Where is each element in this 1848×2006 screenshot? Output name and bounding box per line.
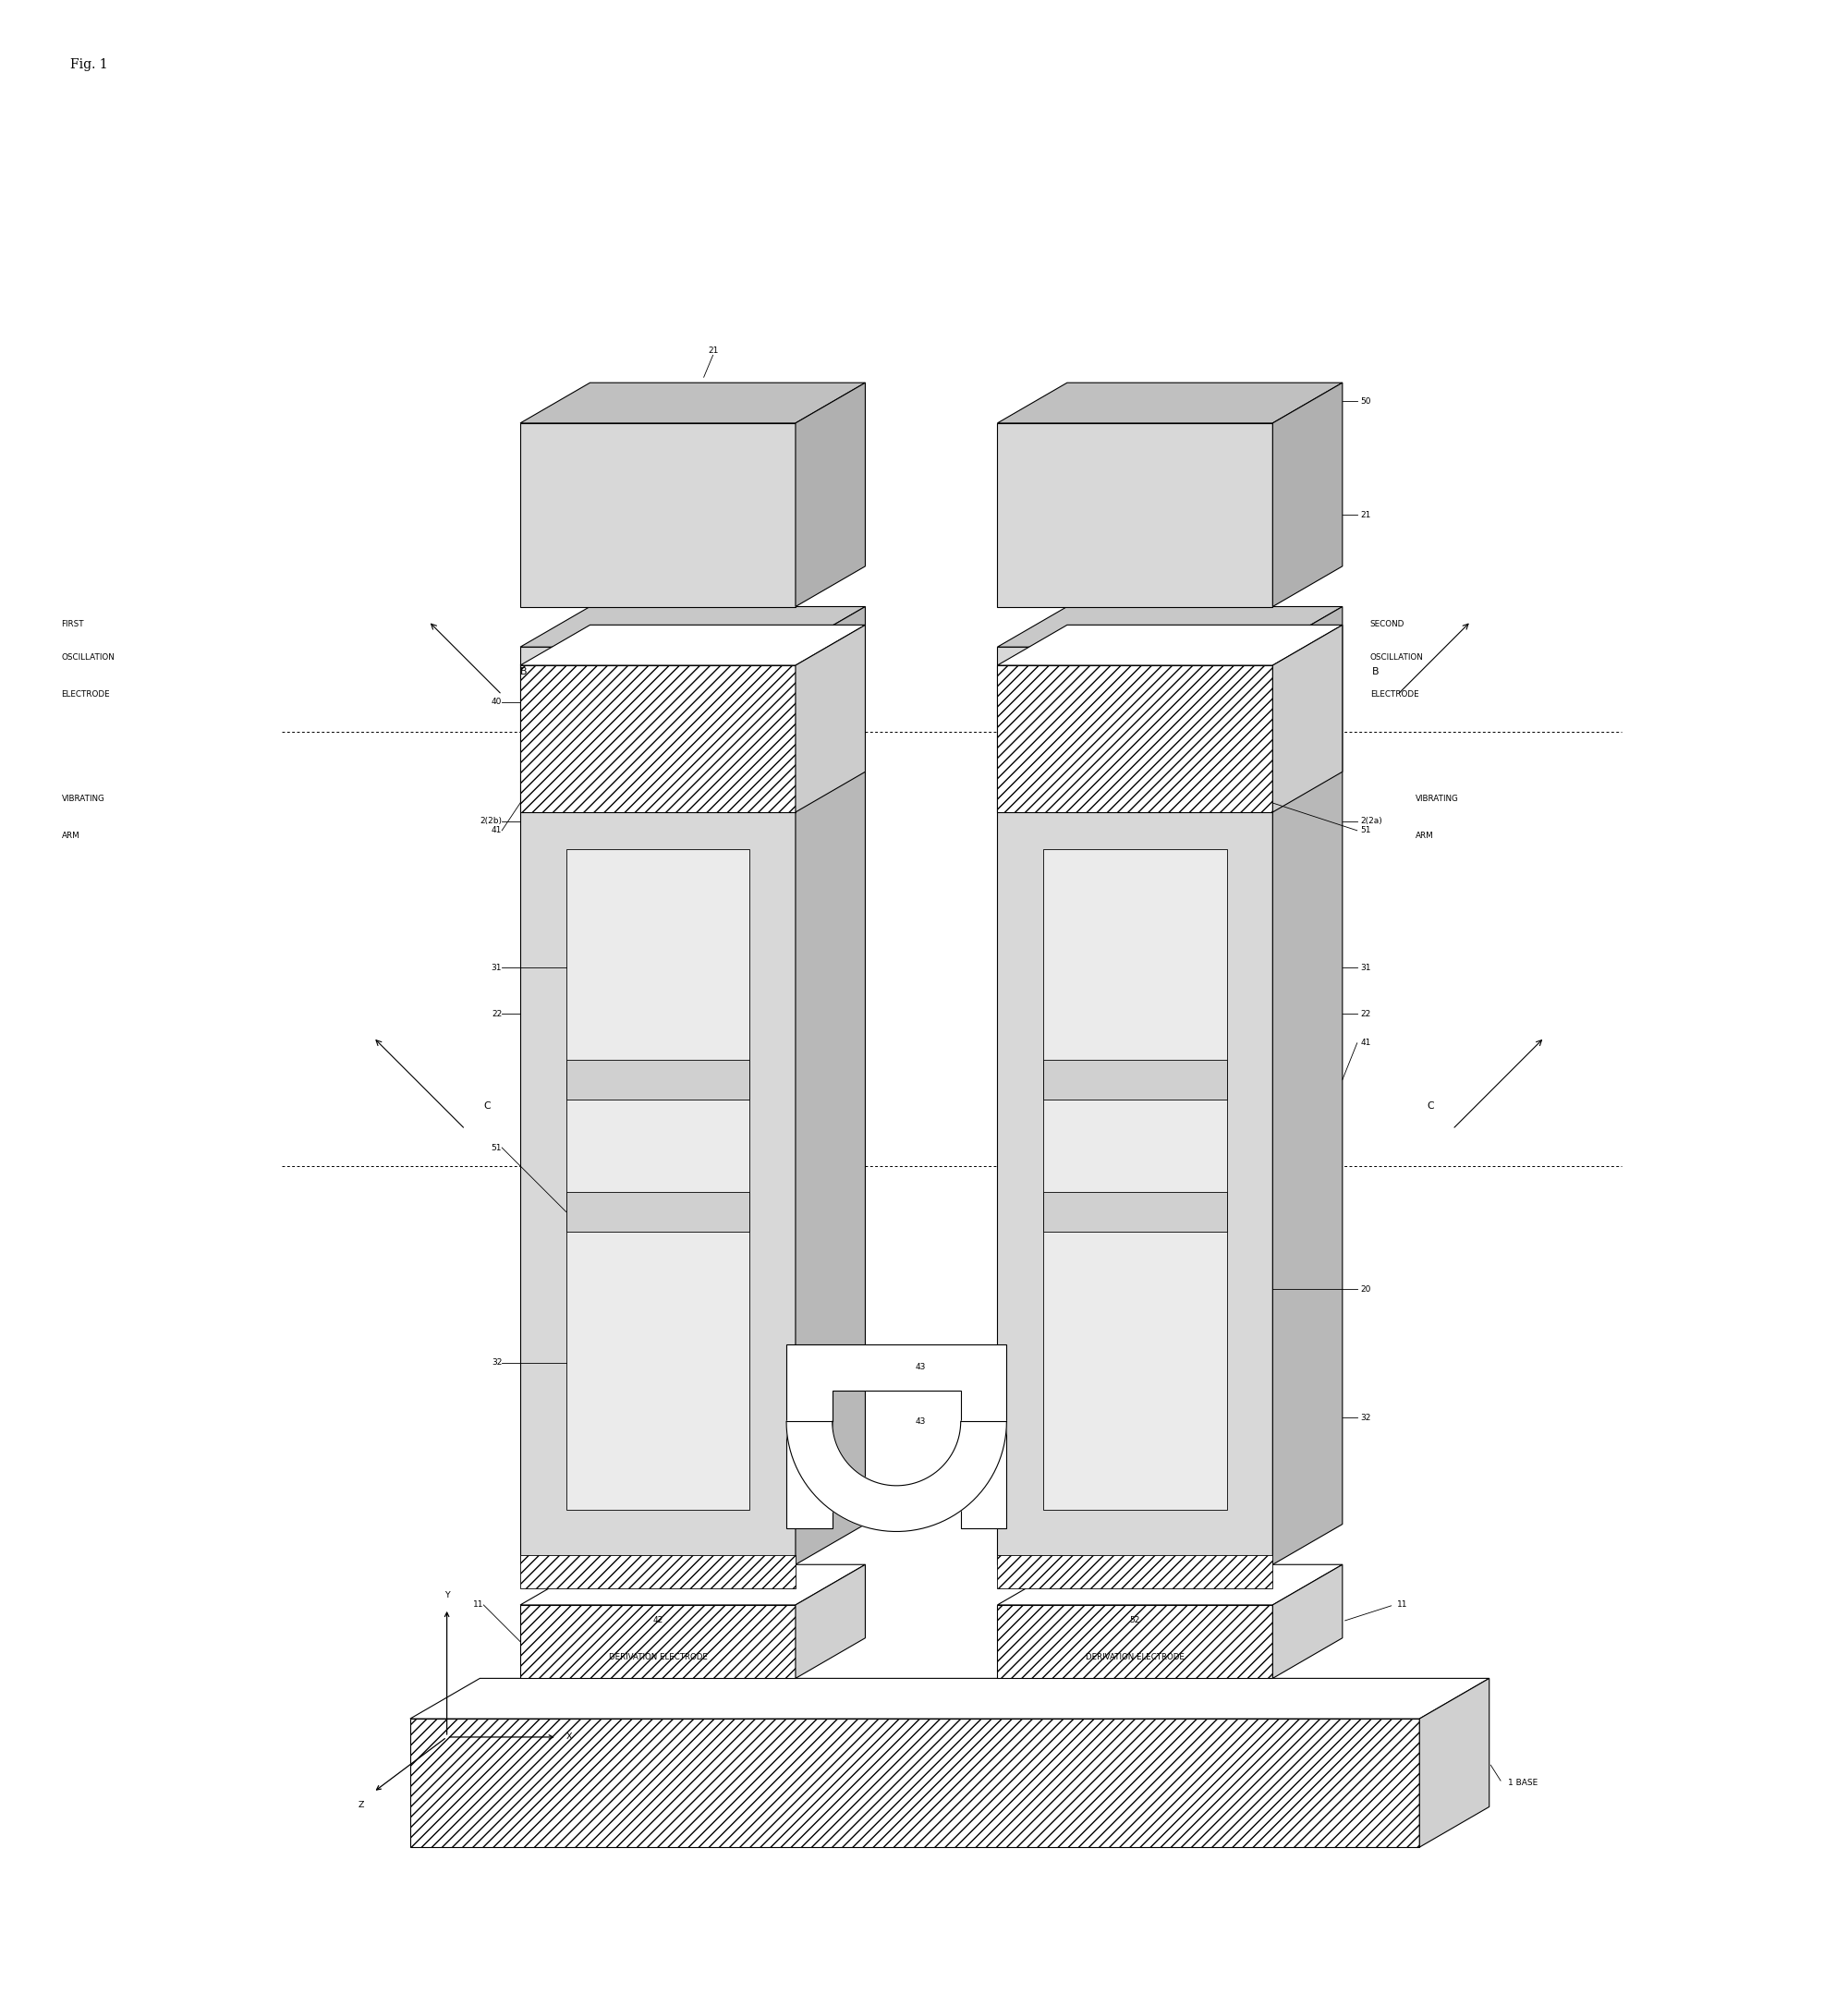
Text: 32: 32 <box>1360 1414 1371 1422</box>
Text: 43: 43 <box>915 1362 926 1370</box>
Text: C: C <box>1427 1101 1434 1111</box>
Text: SECOND: SECOND <box>1369 620 1404 628</box>
Bar <box>521 423 795 606</box>
Bar <box>521 666 795 812</box>
Text: 42: 42 <box>652 1617 663 1625</box>
Text: 41: 41 <box>1360 1039 1371 1047</box>
Text: 40: 40 <box>492 698 503 706</box>
Bar <box>565 849 750 1509</box>
Text: 32: 32 <box>492 1358 503 1366</box>
Text: 11: 11 <box>473 1601 484 1609</box>
Text: 43: 43 <box>915 1418 926 1426</box>
Bar <box>410 1719 1419 1848</box>
Bar <box>1044 1192 1227 1232</box>
Polygon shape <box>1273 1565 1342 1679</box>
Bar <box>565 1059 750 1099</box>
Text: 50: 50 <box>1360 397 1371 405</box>
Text: 2(2b): 2(2b) <box>480 816 503 826</box>
Polygon shape <box>998 383 1342 423</box>
Bar <box>998 1555 1273 1589</box>
Text: ELECTRODE: ELECTRODE <box>1369 690 1419 698</box>
Polygon shape <box>787 1422 1007 1531</box>
Bar <box>565 1192 750 1232</box>
Bar <box>521 648 795 1565</box>
Polygon shape <box>795 606 865 1565</box>
Text: 52: 52 <box>1129 1617 1140 1625</box>
Polygon shape <box>998 1565 1342 1605</box>
Text: 20: 20 <box>1360 1286 1371 1294</box>
Text: ARM: ARM <box>1416 830 1434 841</box>
Text: Y: Y <box>444 1591 449 1599</box>
Text: 11: 11 <box>1397 1601 1408 1609</box>
Text: 2(2a): 2(2a) <box>1360 816 1382 826</box>
Polygon shape <box>998 626 1342 666</box>
Text: 21: 21 <box>708 347 719 355</box>
Polygon shape <box>1273 383 1342 606</box>
Text: FIRST: FIRST <box>61 620 85 628</box>
Text: 1 BASE: 1 BASE <box>1508 1779 1538 1787</box>
Text: 21: 21 <box>1360 512 1371 520</box>
Text: 22: 22 <box>1360 1009 1371 1019</box>
Text: VIBRATING: VIBRATING <box>61 794 105 802</box>
Polygon shape <box>410 1679 1489 1719</box>
Polygon shape <box>1273 626 1342 812</box>
Bar <box>998 423 1273 606</box>
Text: OSCILLATION: OSCILLATION <box>1369 654 1423 662</box>
Polygon shape <box>795 1565 865 1679</box>
Bar <box>521 1555 795 1589</box>
Polygon shape <box>998 606 1342 648</box>
Polygon shape <box>521 383 865 423</box>
Text: DERIVATION ELECTRODE: DERIVATION ELECTRODE <box>608 1653 708 1661</box>
Text: 31: 31 <box>1360 963 1371 973</box>
Text: 22: 22 <box>492 1009 503 1019</box>
Text: 51: 51 <box>492 1143 503 1151</box>
Text: X: X <box>565 1733 573 1741</box>
Text: B: B <box>521 668 527 676</box>
Bar <box>1044 1059 1227 1099</box>
Bar <box>998 1605 1273 1679</box>
Polygon shape <box>521 1565 865 1605</box>
Text: Z: Z <box>359 1801 364 1809</box>
Text: ELECTRODE: ELECTRODE <box>61 690 111 698</box>
Polygon shape <box>795 383 865 606</box>
Text: Fig. 1: Fig. 1 <box>70 58 109 70</box>
Text: B: B <box>1373 668 1379 676</box>
Polygon shape <box>795 626 865 812</box>
Text: 51: 51 <box>1360 826 1371 834</box>
Text: DERIVATION ELECTRODE: DERIVATION ELECTRODE <box>1085 1653 1185 1661</box>
Text: VIBRATING: VIBRATING <box>1416 794 1460 802</box>
Polygon shape <box>521 626 865 666</box>
Text: 41: 41 <box>492 826 503 834</box>
Polygon shape <box>1419 1679 1489 1848</box>
Polygon shape <box>1273 606 1342 1565</box>
Bar <box>521 1605 795 1679</box>
Bar <box>1044 849 1227 1509</box>
Text: C: C <box>484 1101 490 1111</box>
Polygon shape <box>521 606 865 648</box>
Text: 31: 31 <box>492 963 503 973</box>
Polygon shape <box>787 1344 1007 1529</box>
Text: OSCILLATION: OSCILLATION <box>61 654 115 662</box>
Bar <box>998 648 1273 1565</box>
Bar <box>998 666 1273 812</box>
Text: ARM: ARM <box>61 830 79 841</box>
